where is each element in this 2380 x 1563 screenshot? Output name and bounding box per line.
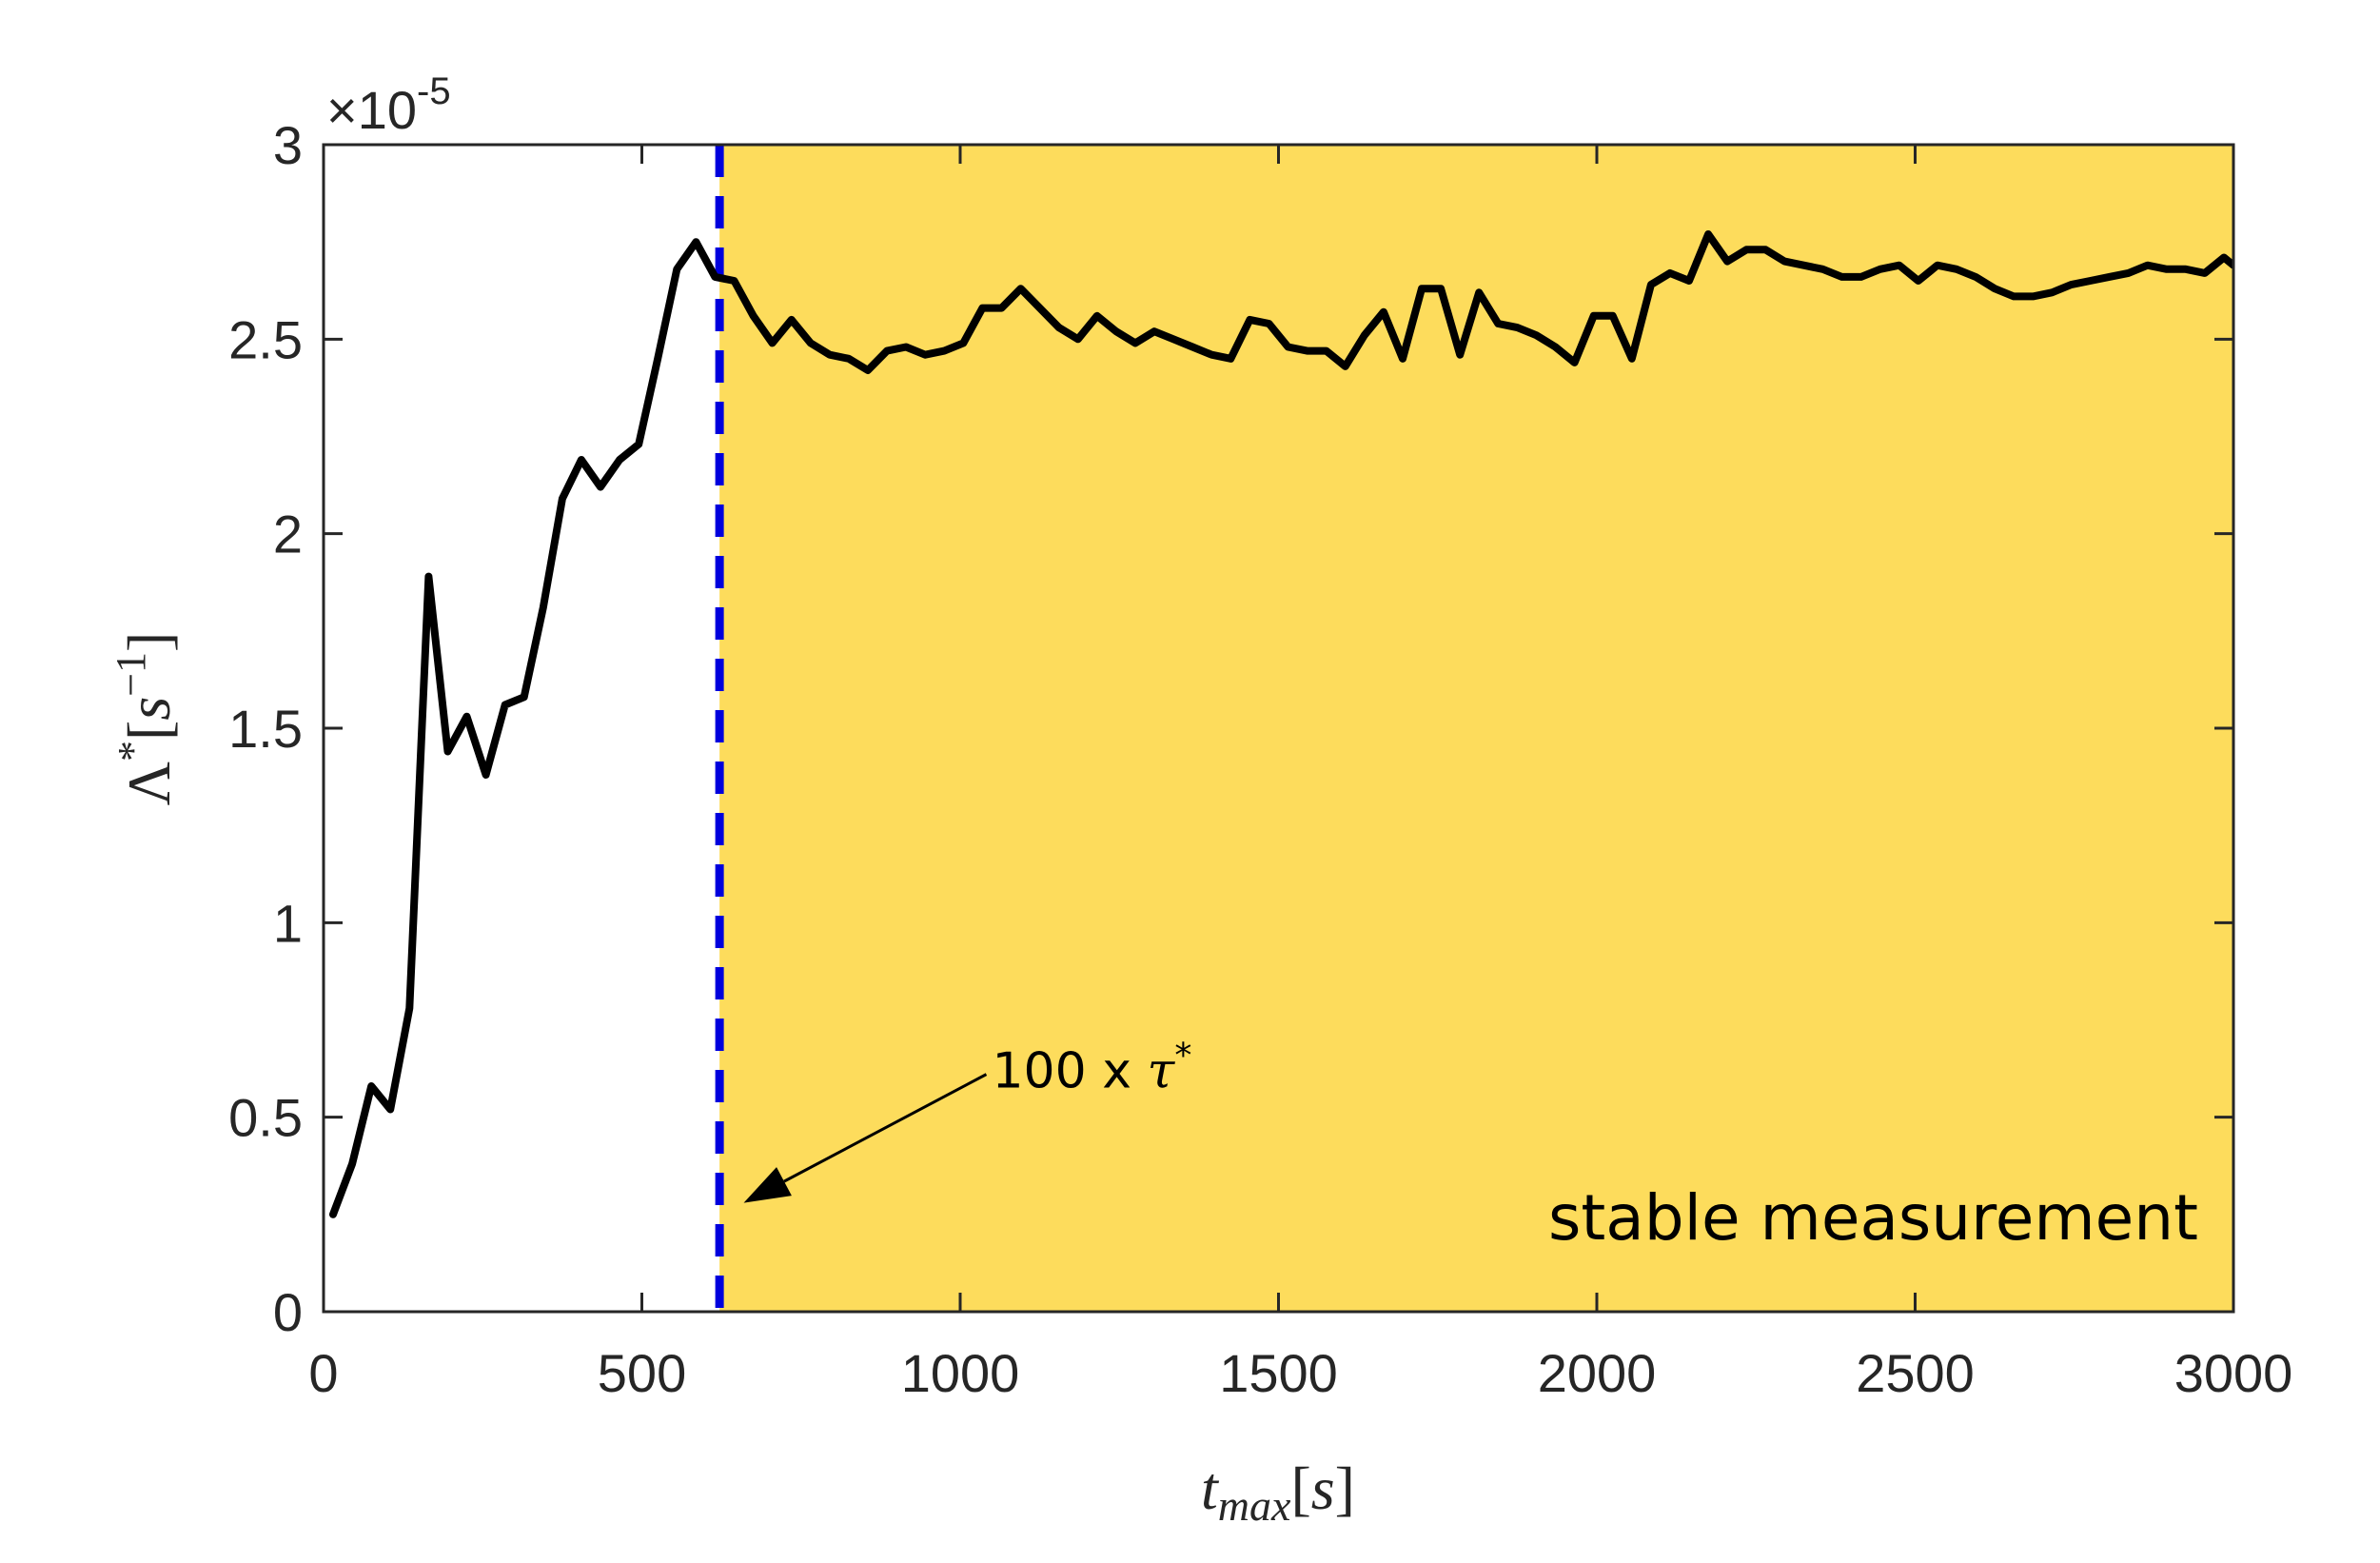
x-tick-label: 500 — [598, 1343, 686, 1403]
y-tick-label: 0.5 — [228, 1088, 303, 1148]
annotation-arrow-shaft — [783, 1073, 988, 1183]
stable-measurement-label: stable measurement — [1548, 1181, 2198, 1255]
y-tick-label: 1.5 — [228, 699, 303, 759]
x-tick-label: 1000 — [901, 1343, 1020, 1403]
annotation-text: 100 x τ* — [992, 1037, 1191, 1100]
x-tick-label: 3000 — [2174, 1343, 2293, 1403]
stable-region — [719, 145, 2233, 1312]
y-tick-label: 3 — [273, 115, 303, 175]
annotation-arrow-head — [743, 1167, 792, 1203]
y-tick-label: 2.5 — [228, 309, 303, 369]
y-tick-label: 0 — [273, 1282, 303, 1342]
y-axis-label: Λ*[s−1] — [108, 632, 183, 806]
x-tick-label: 2000 — [1538, 1343, 1657, 1403]
y-tick-label: 1 — [273, 893, 303, 953]
series-line — [329, 230, 2233, 1218]
y-tick-label: 2 — [273, 505, 303, 564]
x-tick-label: 1500 — [1219, 1343, 1338, 1403]
y-multiplier: ×10-5 — [326, 70, 451, 140]
x-tick-label: 0 — [308, 1343, 338, 1403]
x-axis-label: tmax[s] — [1201, 1454, 1355, 1530]
x-tick-label: 2500 — [1856, 1343, 1975, 1403]
